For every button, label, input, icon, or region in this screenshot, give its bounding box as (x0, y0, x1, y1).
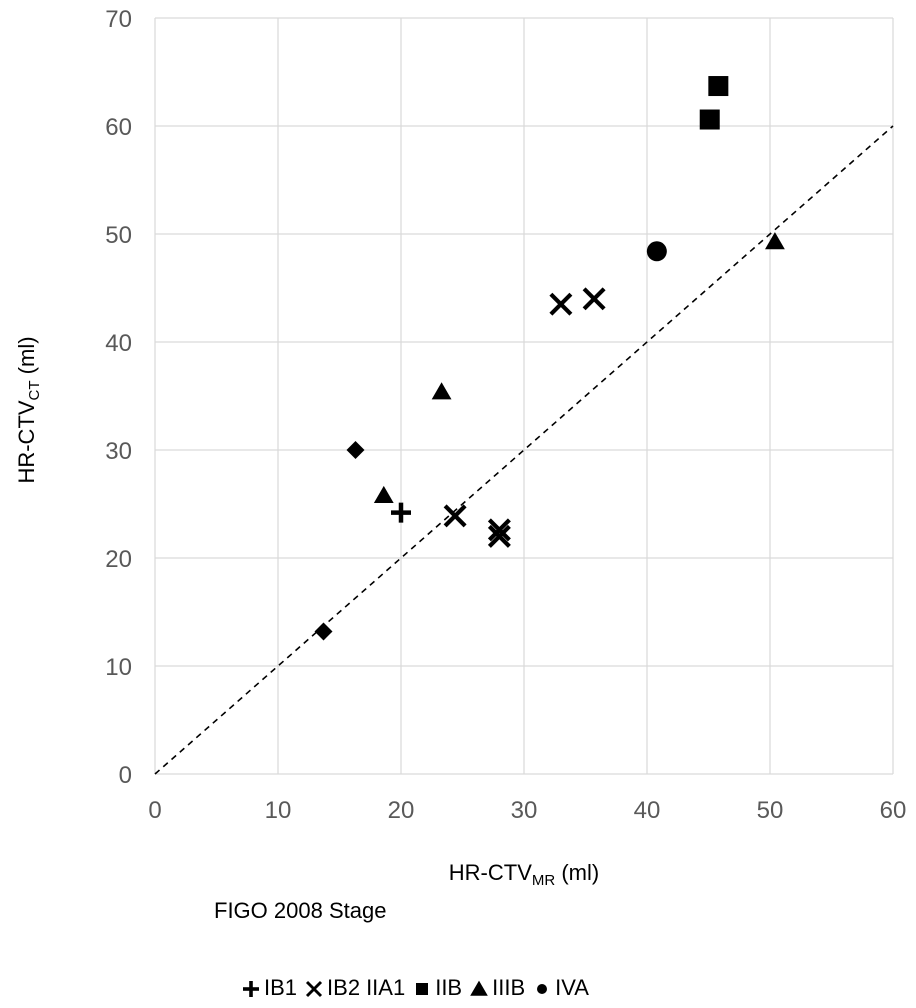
y-tick-label: 60 (105, 114, 132, 141)
tick-labels: 0 10 20 30 40 50 60 0 10 20 30 40 50 60 70 (105, 6, 906, 824)
legend-item-ib1: IB1 (240, 975, 297, 1001)
data-point-iia1 (346, 441, 365, 459)
legend-item-iib: IIB (411, 975, 462, 1001)
x-tick-label: 20 (388, 797, 415, 824)
data-point-iiib (431, 382, 452, 400)
y-tick-label: 70 (105, 6, 132, 33)
legend-label: IIIB (492, 975, 526, 1000)
data-point-ib2 (487, 524, 511, 548)
y-tick-label: 10 (105, 654, 132, 681)
y-tick-label: 30 (105, 438, 132, 465)
legend-item-ib2: IB2 (303, 975, 360, 1001)
legend-label: IIB (435, 975, 463, 1000)
legend-marker-shape (305, 980, 323, 998)
data-point-ib2 (582, 287, 606, 311)
y-axis-label: HR-CTVCT (ml) (14, 336, 43, 483)
data-point-ib2 (487, 518, 511, 542)
legend-item-iiib: IIIB (468, 975, 525, 1001)
legend-label: IB1 (264, 975, 298, 1000)
legend-label: IB2 (327, 975, 361, 1000)
x-tick-label: 40 (634, 797, 661, 824)
legend-label: IIA1 (366, 975, 406, 1000)
data-point-ib1 (391, 502, 411, 523)
legend-marker-triangle-icon (470, 980, 488, 996)
legend-label: IVA (555, 975, 589, 1000)
legend-marker-shape (537, 984, 548, 994)
legend: IB1 IB2 IIA1 IIB IIIB IVA (240, 975, 595, 1001)
data-point-iia1 (314, 622, 333, 641)
y-tick-label: 40 (105, 330, 132, 357)
x-tick-label: 50 (757, 797, 784, 824)
legend-marker-x-icon (305, 980, 323, 998)
identity-line (154, 125, 894, 775)
data-point-iva (646, 241, 667, 262)
data-points (314, 76, 785, 641)
data-point-iib (699, 109, 720, 130)
x-tick-label: 0 (148, 797, 161, 824)
legend-item-iva: IVA (531, 975, 589, 1001)
x-tick-label: 60 (880, 797, 907, 824)
data-point-ib2 (549, 292, 573, 316)
scatter-chart: 0 10 20 30 40 50 60 0 10 20 30 40 50 60 70 HR-CTVMR (m… (14, 6, 906, 889)
y-tick-label: 50 (105, 222, 132, 249)
data-point-ib2 (443, 504, 467, 528)
legend-marker-square-icon (416, 983, 429, 995)
grid-lines (154, 17, 894, 775)
y-tick-label: 0 (119, 762, 132, 789)
data-point-iiib (765, 232, 785, 250)
legend-marker-shape (243, 981, 259, 997)
legend-marker-circle-icon (537, 984, 548, 994)
legend-marker-shape (416, 983, 429, 995)
y-tick-label: 20 (105, 546, 132, 573)
legend-title: FIGO 2008 Stage (214, 898, 387, 923)
x-tick-label: 30 (511, 797, 538, 824)
x-tick-label: 10 (265, 797, 292, 824)
x-axis-label: HR-CTVMR (ml) (449, 860, 599, 889)
data-point-iib (708, 76, 729, 97)
legend-item-iia1: IIA1 (366, 975, 405, 1001)
data-point-iiib (373, 485, 394, 504)
legend-marker-shape (470, 980, 488, 996)
legend-marker-plus-icon (243, 981, 259, 997)
